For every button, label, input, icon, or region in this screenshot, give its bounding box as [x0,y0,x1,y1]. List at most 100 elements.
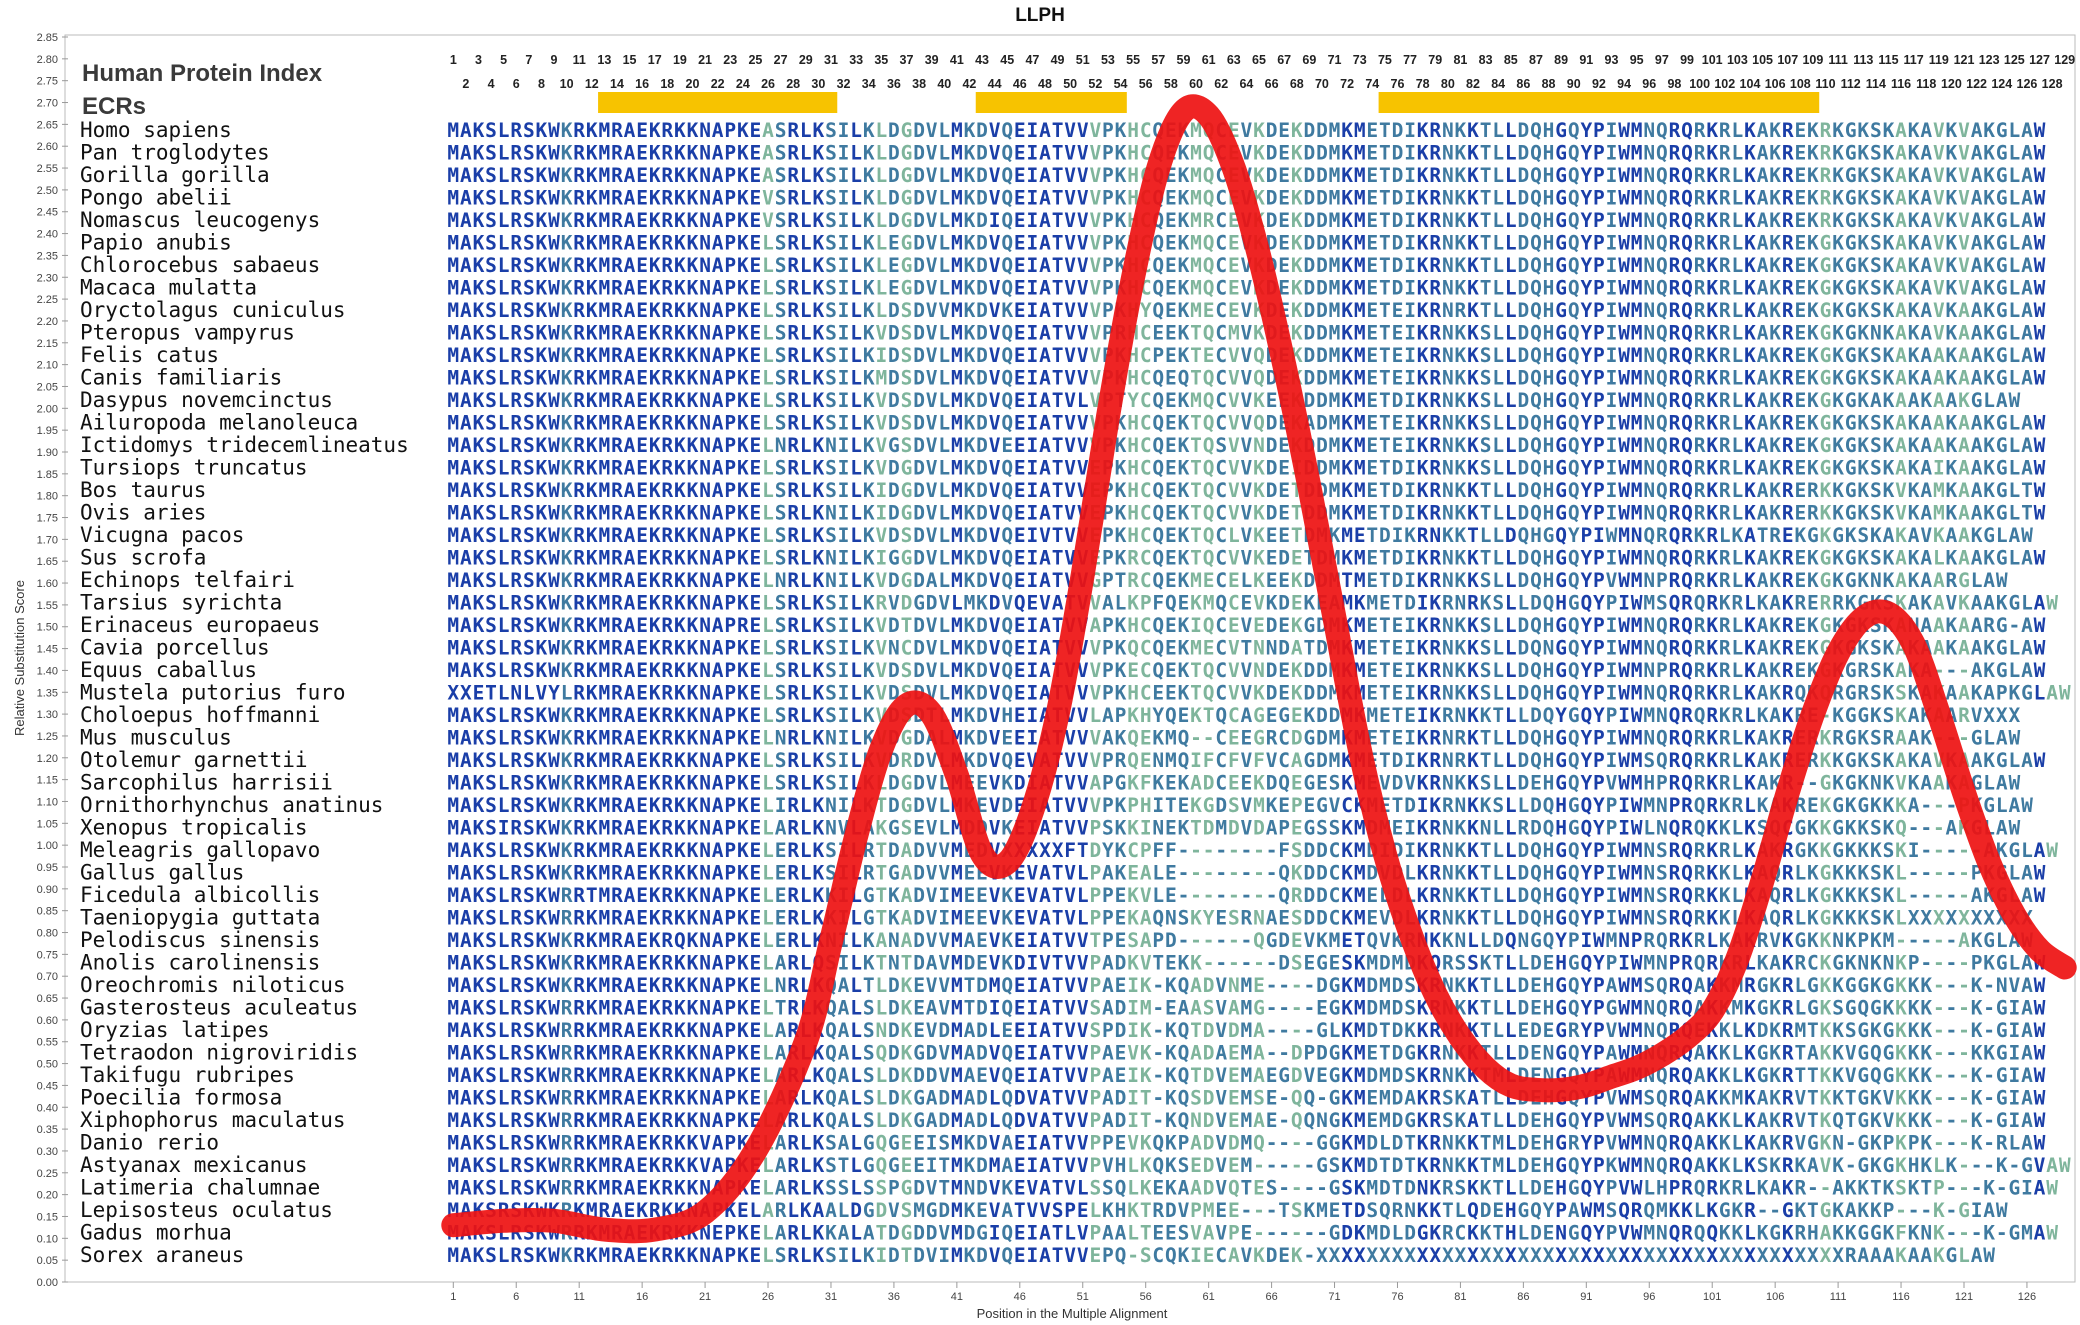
sequence-residue: R [1455,727,1467,750]
sequence-residue: E [976,884,988,907]
sequence-residue: A [1757,479,1769,502]
sequence-residue: Q [1001,187,1013,210]
sequence-residue: Q [1568,457,1580,480]
sequence-residue: R [661,749,673,772]
index-label-odd: 25 [748,53,762,67]
sequence-residue: K [649,344,661,367]
sequence-residue: K [1706,637,1718,660]
sequence-residue: E [636,637,648,660]
sequence-residue: A [712,772,724,795]
sequence-residue: R [510,277,522,300]
sequence-residue: L [762,457,774,480]
sequence-residue: D [1316,682,1328,705]
sequence-residue: A [2021,884,2033,907]
sequence-residue: E [1178,592,1190,615]
sequence-residue: E [636,614,648,637]
sequence-residue: E [1366,547,1378,570]
sequence-residue: L [850,389,862,412]
sequence-residue: V [926,839,938,862]
sequence-residue: K [964,704,976,727]
sequence-row: MAKSLRSKWKRKMRAEKRKKNAPKELSRLKSILKVDSDVL… [447,322,2045,345]
sequence-residue: H [1001,704,1013,727]
sequence-residue: - [1241,862,1253,885]
sequence-residue: M [447,862,459,885]
sequence-residue: V [938,299,950,322]
sequence-residue: K [1291,659,1303,682]
sequence-residue: K [1946,322,1958,345]
sequence-residue: S [901,817,913,840]
sequence-residue: L [800,614,812,637]
sequence-residue: - [1958,659,1970,682]
sequence-residue: V [1228,344,1240,367]
sequence-residue: A [2034,839,2046,862]
sequence-residue: N [1643,209,1655,232]
sequence-residue: E [1014,479,1026,502]
sequence-residue: P [1593,434,1605,457]
sequence-residue: E [1140,749,1152,772]
sequence-residue: E [1794,299,1806,322]
sequence-residue: K [1983,164,1995,187]
sequence-residue: A [460,232,472,255]
sequence-residue: K [1857,839,1869,862]
sequence-residue: K [1417,884,1429,907]
sequence-residue: P [724,479,736,502]
sequence-residue: Y [1580,389,1592,412]
sequence-residue: - [1253,862,1265,885]
sequence-residue: A [1920,434,1932,457]
sequence-residue: K [1455,209,1467,232]
sequence-residue: V [1064,862,1076,885]
sequence-residue: M [1631,187,1643,210]
sequence-residue: D [1517,682,1529,705]
sequence-residue: M [1631,637,1643,660]
sequence-residue: T [1052,479,1064,502]
sequence-residue: R [1719,277,1731,300]
sequence-residue: K [813,457,825,480]
sequence-residue: L [938,277,950,300]
sequence-residue: K [1455,884,1467,907]
sequence-residue: K [586,502,598,525]
sequence-residue: R [1669,502,1681,525]
sequence-residue: K [1807,457,1819,480]
sequence-residue: S [523,164,535,187]
sequence-residue: S [1870,637,1882,660]
sequence-residue: P [1971,862,1983,885]
sequence-residue: A [1908,704,1920,727]
sequence-residue: D [1316,637,1328,660]
sequence-residue: L [1732,839,1744,862]
sequence-residue: K [1404,524,1416,547]
sequence-residue: L [1492,907,1504,930]
sequence-residue: W [2034,254,2046,277]
sequence-residue: A [1895,412,1907,435]
species-label: Xenopus tropicalis [80,816,308,840]
sequence-residue: L [1732,772,1744,795]
sequence-residue: - [1908,817,1920,840]
sequence-residue: E [1366,412,1378,435]
sequence-residue: V [1228,547,1240,570]
sequence-residue: M [447,659,459,682]
sequence-residue: K [964,749,976,772]
sequence-residue: A [2021,344,2033,367]
sequence-residue: K [1958,592,1970,615]
sequence-residue: E [636,524,648,547]
sequence-residue: E [1165,344,1177,367]
sequence-residue: K [674,839,686,862]
sequence-residue: R [1883,727,1895,750]
sequence-residue: G [1820,412,1832,435]
sequence-residue: E [636,344,648,367]
sequence-residue: G [1996,367,2008,390]
sequence-residue: P [1593,659,1605,682]
sequence-residue: D [1303,164,1315,187]
sequence-residue: D [1392,187,1404,210]
sequence-residue: V [1089,322,1101,345]
sequence-residue: W [548,389,560,412]
sequence-residue: D [1316,749,1328,772]
sequence-residue: D [913,794,925,817]
sequence-residue: E [1366,367,1378,390]
sequence-residue: K [1946,299,1958,322]
sequence-residue: A [2021,614,2033,637]
sequence-residue: T [1052,164,1064,187]
sequence-residue: L [1505,389,1517,412]
sequence-residue: I [1593,524,1605,547]
sequence-residue: L [1933,547,1945,570]
sequence-residue: V [1606,772,1618,795]
